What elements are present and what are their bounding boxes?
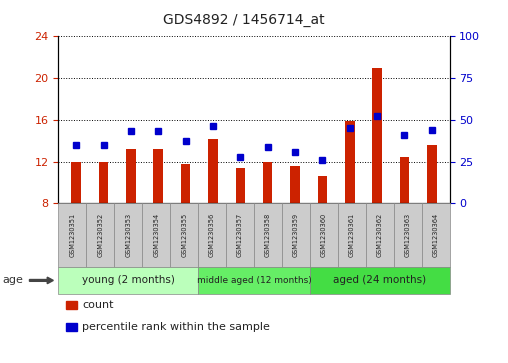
Text: GSM1230357: GSM1230357 — [237, 213, 243, 257]
Text: GSM1230355: GSM1230355 — [181, 213, 187, 257]
Text: GSM1230363: GSM1230363 — [405, 213, 410, 257]
Bar — [345, 121, 355, 203]
Bar — [72, 162, 81, 203]
Bar — [372, 68, 382, 203]
Text: middle aged (12 months): middle aged (12 months) — [197, 276, 311, 285]
Bar — [208, 139, 218, 203]
Text: aged (24 months): aged (24 months) — [333, 276, 426, 285]
Text: GSM1230360: GSM1230360 — [321, 213, 327, 257]
Text: age: age — [3, 276, 23, 285]
Text: GSM1230356: GSM1230356 — [209, 213, 215, 257]
Bar — [236, 168, 245, 203]
Text: GSM1230361: GSM1230361 — [349, 213, 355, 257]
Bar — [427, 145, 436, 203]
Text: count: count — [82, 300, 114, 310]
Bar — [99, 162, 108, 203]
Text: GSM1230352: GSM1230352 — [98, 213, 103, 257]
Text: GSM1230354: GSM1230354 — [153, 213, 159, 257]
Text: GSM1230359: GSM1230359 — [293, 213, 299, 257]
Bar — [126, 149, 136, 203]
Text: GSM1230362: GSM1230362 — [377, 213, 383, 257]
Bar — [181, 164, 190, 203]
Text: percentile rank within the sample: percentile rank within the sample — [82, 322, 270, 332]
Bar — [318, 176, 327, 203]
Text: GSM1230364: GSM1230364 — [433, 213, 438, 257]
Bar — [400, 158, 409, 203]
Bar — [153, 149, 163, 203]
Bar — [290, 166, 300, 203]
Text: young (2 months): young (2 months) — [82, 276, 175, 285]
Text: GSM1230353: GSM1230353 — [125, 213, 131, 257]
Text: GSM1230351: GSM1230351 — [70, 213, 75, 257]
Bar — [263, 162, 272, 203]
Text: GSM1230358: GSM1230358 — [265, 213, 271, 257]
Text: GDS4892 / 1456714_at: GDS4892 / 1456714_at — [163, 13, 325, 27]
